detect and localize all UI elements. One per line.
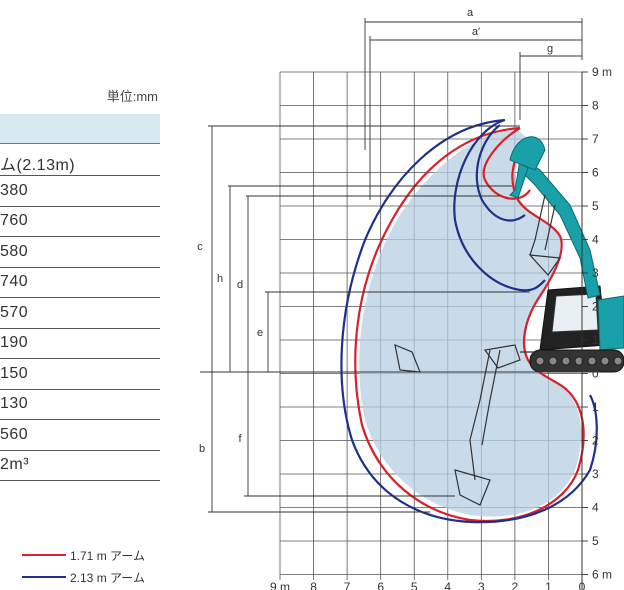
dimension-label: f [238, 433, 242, 445]
dimension-label: g [547, 43, 553, 55]
bucket-icon [509, 136, 546, 171]
spec-value: 380 [0, 181, 29, 199]
spec-row: 150 [0, 359, 160, 390]
spec-table-header [0, 114, 160, 144]
height-tick-label: 5 [592, 534, 599, 548]
spec-row: 190 [0, 328, 160, 359]
spec-value: 580 [0, 242, 29, 260]
envelope-arm-213 [340, 118, 598, 524]
reach-tick-label: 9 m [270, 580, 290, 590]
height-tick-label: 6 m [592, 568, 612, 582]
height-tick-label: 3 [592, 266, 599, 280]
height-tick-label: 2 [592, 434, 599, 448]
cab-window-icon [551, 293, 599, 333]
height-tick-label: 4 [592, 233, 599, 247]
legend: 1.71 m アーム 2.13 m アーム [20, 546, 180, 590]
reach-tick-label: 5 [411, 580, 418, 590]
spec-value: 560 [0, 425, 29, 443]
height-tick-label: 1 [592, 333, 599, 347]
spec-row: 560 [0, 420, 160, 451]
axis-ticks: 9 m 8 7 6 5 4 3 2 1 0 1 2 3 4 5 6 m 9 m 8 7 6 5 4 3 2 1 0 [270, 65, 612, 590]
height-tick-label: 3 [592, 467, 599, 481]
height-tick-label: 7 [592, 132, 599, 146]
reach-tick-label: 7 [344, 580, 351, 590]
height-tick-label: 0 [592, 367, 599, 381]
track-roller-icon [561, 356, 571, 366]
reach-tick-label: 1 [545, 580, 552, 590]
spec-row: 580 [0, 237, 160, 268]
track-roller-icon [548, 356, 558, 366]
track-roller-icon [574, 356, 584, 366]
reach-tick-label: 0 [579, 580, 586, 590]
dimension-label: a′ [472, 26, 480, 38]
track-roller-icon [535, 356, 545, 366]
height-tick-label: 4 [592, 501, 599, 515]
bucket-outline-icon [483, 344, 540, 369]
track-roller-icon [587, 356, 597, 366]
height-tick-label: 8 [592, 99, 599, 113]
height-tick-label: 5 [592, 199, 599, 213]
spec-row: ム(2.13m) [0, 145, 160, 176]
legend-label: 1.71 m アーム [70, 549, 145, 563]
spec-value: 2m³ [0, 456, 30, 473]
reach-tick-label: 4 [444, 580, 451, 590]
spec-value: 150 [0, 364, 29, 382]
reach-tick-label: 2 [512, 580, 519, 590]
envelope-fill [359, 128, 582, 517]
track-roller-icon [600, 356, 610, 366]
spec-value: 760 [0, 212, 29, 229]
spec-value: 570 [0, 303, 29, 321]
height-tick-label: 6 [592, 166, 599, 180]
spec-row: 760 [0, 206, 160, 237]
dimension-label: a [467, 7, 474, 19]
dimension-label: c [197, 241, 203, 253]
spec-row: 130 [0, 389, 160, 420]
dimension-label: h [217, 273, 223, 285]
spec-value: ム(2.13m) [0, 157, 76, 174]
spec-value: 130 [0, 395, 29, 412]
spec-value: 740 [0, 273, 29, 290]
spec-table: 単位:mm ム(2.13m) 380 760 580 740 570 190 150 130 56… [0, 0, 160, 500]
spec-row: 380 [0, 176, 160, 207]
engine-hood-icon [597, 295, 624, 351]
spec-value: 190 [0, 334, 29, 351]
height-tick-label: 1 [592, 400, 599, 414]
spec-row: 740 [0, 267, 160, 298]
dimension-label: e [257, 327, 263, 339]
dimension-label: d [237, 279, 243, 291]
legend-swatch-blue [22, 576, 66, 578]
spec-row: 2m³ [0, 450, 160, 481]
height-tick-label: 2 [592, 300, 599, 314]
arm-outline-icon [528, 194, 562, 276]
legend-swatch-red [22, 554, 66, 556]
reach-tick-label: 8 [310, 580, 317, 590]
dimension-lines: a a′ g c h d e b f [197, 7, 600, 513]
legend-label: 2.13 m アーム [70, 571, 145, 585]
reach-tick-label: 3 [478, 580, 485, 590]
height-tick-label: 9 m [592, 65, 612, 79]
dimension-label: b [199, 443, 205, 455]
spec-row: 570 [0, 298, 160, 329]
reach-tick-label: 6 [377, 580, 384, 590]
excavator-machine [394, 136, 624, 506]
track-roller-icon [613, 356, 623, 366]
unit-label: 単位:mm [106, 89, 158, 104]
